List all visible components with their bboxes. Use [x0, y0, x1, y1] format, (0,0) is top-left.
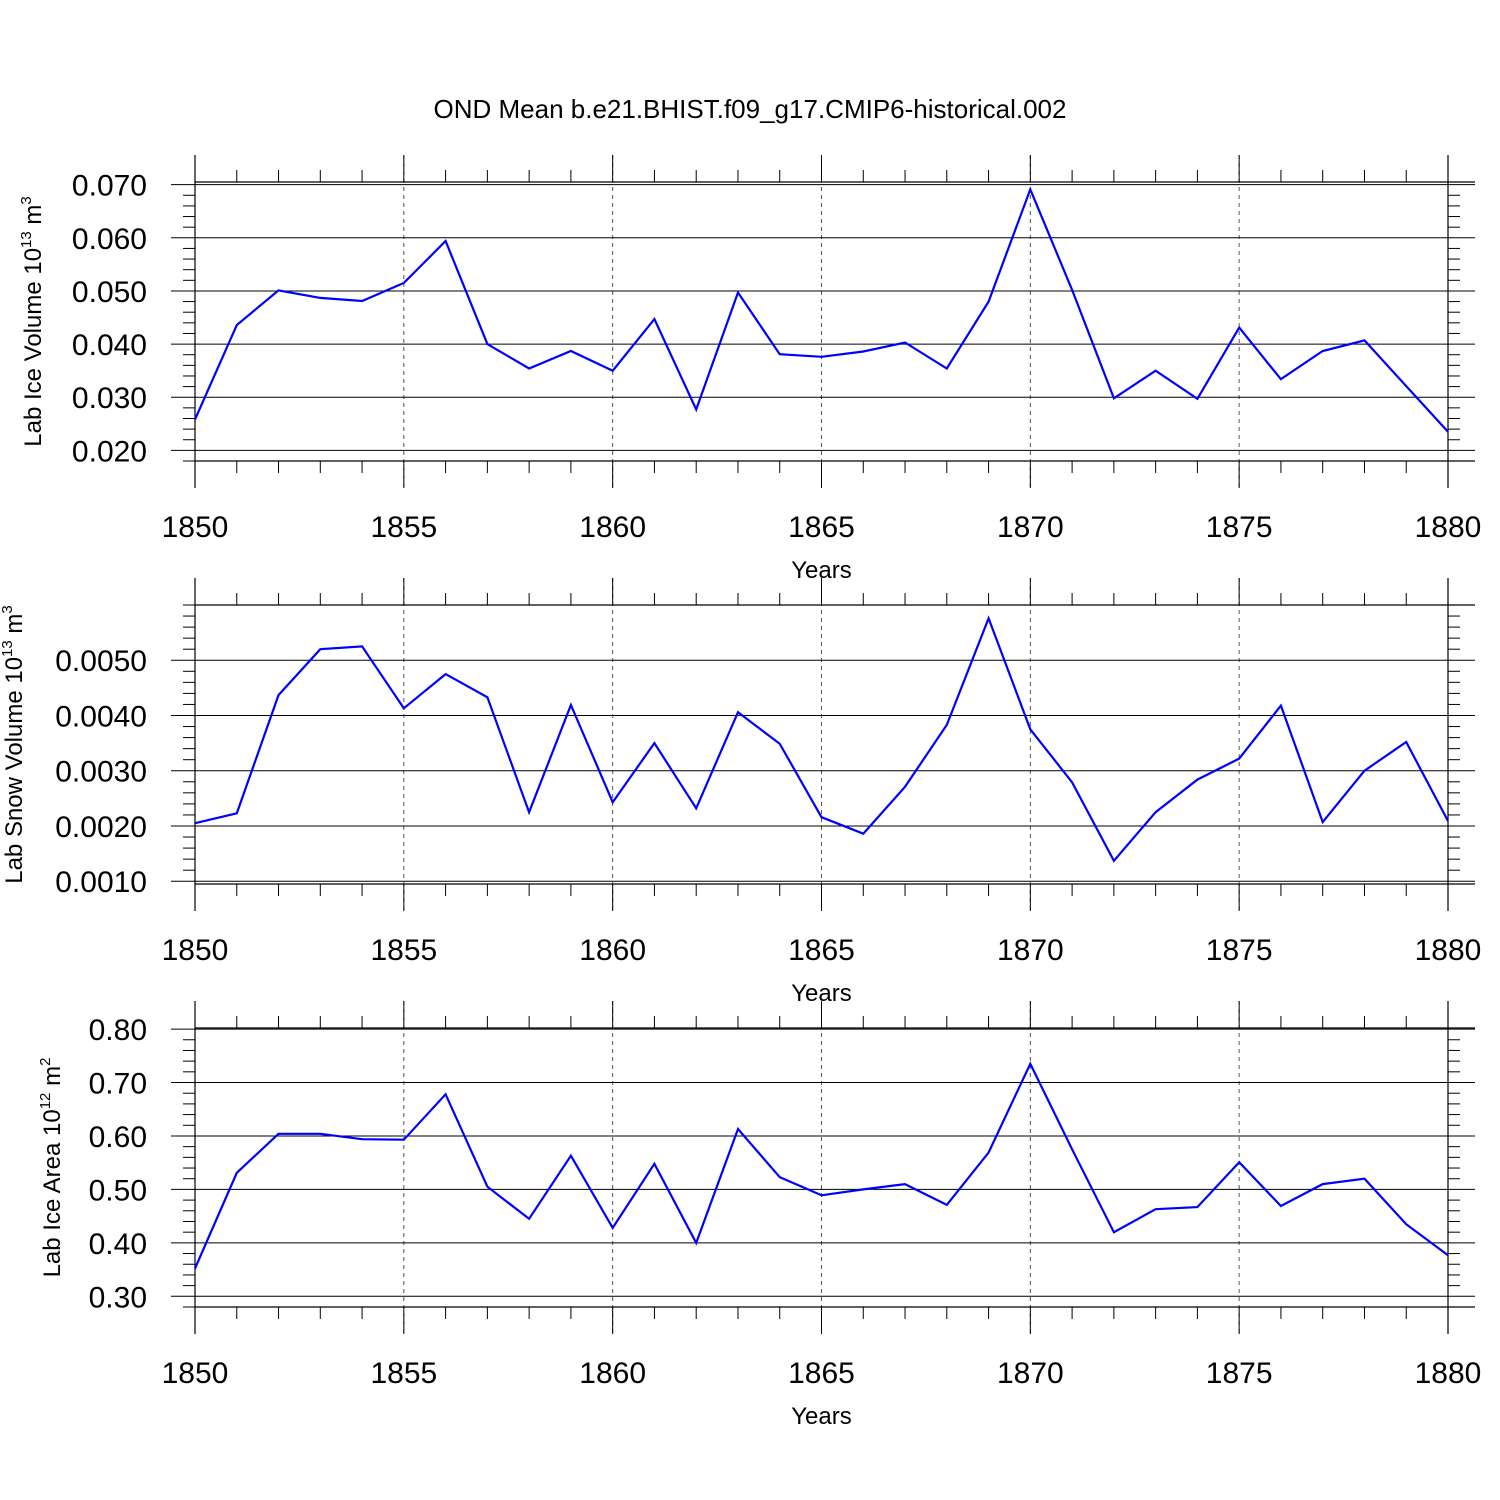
y-tick-label: 0.020 — [72, 435, 147, 468]
x-tick-label: 1865 — [788, 934, 855, 967]
series-line-snow-volume — [194, 615, 1449, 863]
y-tick-label: 0.0020 — [55, 811, 147, 844]
x-tick-label: 1855 — [370, 511, 437, 544]
y-tick-label: 0.0030 — [55, 756, 147, 789]
y-tick-label: 0.070 — [72, 170, 147, 203]
y-axis-title-exponent: 13 — [18, 231, 35, 248]
x-tick-label: 1850 — [162, 1357, 229, 1390]
y-tick-label: 0.0050 — [55, 645, 147, 678]
x-tick-label: 1870 — [997, 934, 1064, 967]
chart-title: OND Mean b.e21.BHIST.f09_g17.CMIP6-histo… — [434, 94, 1067, 124]
y-tick-label: 0.70 — [89, 1068, 147, 1101]
y-tick-label: 0.0040 — [55, 700, 147, 733]
x-tick-label: 1880 — [1415, 1357, 1482, 1390]
x-tick-label: 1875 — [1206, 934, 1273, 967]
y-axis-title-text: Lab Ice Volume 10 — [20, 248, 47, 447]
y-tick-label: 0.30 — [89, 1281, 147, 1314]
y-axis-title-exponent: 13 — [0, 640, 16, 657]
y-axis-title-unit: m — [20, 205, 47, 232]
x-tick-label: 1855 — [370, 1357, 437, 1390]
y-axis-title-text: Lab Snow Volume 10 — [1, 657, 28, 884]
series-line-ice-volume — [193, 186, 1449, 433]
x-tick-label: 1875 — [1206, 1357, 1273, 1390]
x-tick-label: 1860 — [579, 934, 646, 967]
y-tick-label: 0.80 — [89, 1014, 147, 1047]
y-tick-label: 0.50 — [89, 1174, 147, 1207]
x-axis-title: Years — [791, 1403, 852, 1430]
y-tick-label: 0.60 — [89, 1121, 147, 1154]
y-axis-title: Lab Ice Volume 1013 m3 — [18, 196, 47, 447]
y-axis-title: Lab Ice Area 1012 m2 — [37, 1058, 66, 1278]
x-tick-label: 1865 — [788, 1357, 855, 1390]
y-tick-label: 0.40 — [89, 1228, 147, 1261]
y-axis-title-unit: m — [1, 614, 28, 641]
panel-ice-volume: 1850 1855 1860 1865 1870 1875 1880Years0.0200.… — [18, 155, 1481, 584]
x-tick-label: 1850 — [162, 934, 229, 967]
y-tick-label: 0.050 — [72, 276, 147, 309]
x-tick-label: 1875 — [1206, 511, 1273, 544]
x-tick-label: 1860 — [579, 1357, 646, 1390]
y-axis-title-unit-exponent: 3 — [0, 605, 16, 613]
y-axis-title-unit-exponent: 2 — [37, 1058, 54, 1066]
x-tick-label: 1850 — [162, 511, 229, 544]
x-tick-label: 1880 — [1415, 934, 1482, 967]
panel-snow-volume: 1850 1855 1860 1865 1870 1875 1880Years0.00100… — [0, 578, 1481, 1007]
y-tick-label: 0.040 — [72, 329, 147, 362]
x-tick-label: 1865 — [788, 511, 855, 544]
y-axis-title-unit-exponent: 3 — [18, 196, 35, 204]
y-axis-title: Lab Snow Volume 1013 m3 — [0, 605, 28, 884]
y-tick-label: 0.0010 — [55, 866, 147, 899]
y-axis-title-exponent: 12 — [37, 1093, 54, 1110]
x-tick-label: 1860 — [579, 511, 646, 544]
y-axis-title-unit: m — [39, 1066, 66, 1093]
x-tick-label: 1855 — [370, 934, 437, 967]
x-tick-label: 1870 — [997, 1357, 1064, 1390]
x-tick-label: 1880 — [1415, 511, 1482, 544]
panel-ice-area: 1850 1855 1860 1865 1870 1875 1880 Years 0.30 0.4… — [37, 1001, 1481, 1430]
y-axis-title-text: Lab Ice Area 10 — [39, 1109, 66, 1277]
y-tick-label: 0.060 — [72, 223, 147, 256]
x-tick-label: 1870 — [997, 511, 1064, 544]
series-line-ice-area — [193, 1061, 1449, 1269]
y-tick-label: 0.030 — [72, 382, 147, 415]
